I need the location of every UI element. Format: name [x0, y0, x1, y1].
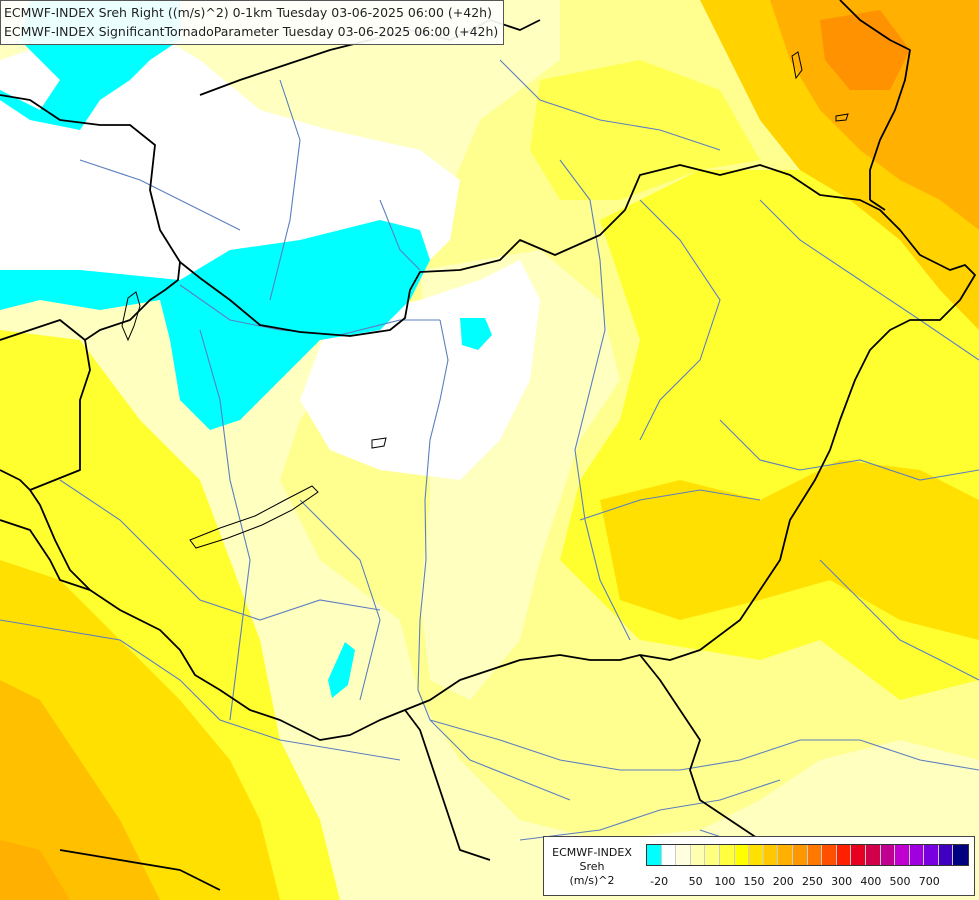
header-line-stp: ECMWF-INDEX SignificantTornadoParameter … [4, 24, 499, 39]
header-line-sreh: ECMWF-INDEX Sreh Right ((m/s)^2) 0-1km T… [4, 5, 492, 20]
border-east-right [869, 199, 886, 211]
legend-title: ECMWF-INDEX [552, 846, 632, 859]
legend-color-bar [646, 844, 970, 866]
legend-swatch [924, 845, 939, 865]
legend-swatch [895, 845, 910, 865]
legend-tick-label: 700 [918, 875, 940, 888]
legend-swatch [647, 845, 662, 865]
field-orange-southwest-2 [0, 840, 70, 900]
lake-balaton [189, 485, 319, 549]
lake-small-2 [835, 113, 849, 122]
field-yellow-north [530, 60, 760, 200]
legend-swatch [836, 845, 852, 865]
legend-swatch [705, 845, 720, 865]
border-bosnia [59, 849, 221, 891]
field-amber-east [600, 460, 979, 640]
field-cyan-small-1 [460, 318, 492, 350]
legend-tick-label: 250 [801, 875, 823, 888]
map-header: ECMWF-INDEX Sreh Right ((m/s)^2) 0-1km T… [0, 0, 505, 45]
border-north [0, 94, 181, 263]
legend-tick-label: 300 [831, 875, 853, 888]
border-ukraine-north [839, 0, 911, 200]
legend-ticks: -20 50 100 150 200 250 300 400 500 700 [646, 875, 966, 889]
legend-swatch [953, 845, 969, 865]
legend-tick-label: 100 [714, 875, 736, 888]
border-hungary [29, 164, 976, 741]
border-west-austria [0, 319, 86, 341]
legend-swatch [690, 845, 706, 865]
legend-swatch [909, 845, 925, 865]
color-legend: ECMWF-INDEX Sreh (m/s)^2 -20 50 100 150 200 2… [543, 836, 975, 896]
legend-tick-label: 400 [860, 875, 882, 888]
legend-swatch [807, 845, 823, 865]
legend-swatch [792, 845, 808, 865]
field-orange-southwest [0, 680, 160, 900]
legend-label: ECMWF-INDEX Sreh (m/s)^2 [548, 846, 636, 888]
lakes [121, 51, 849, 549]
field-cyan-small-2 [328, 642, 355, 698]
lake-small-1 [371, 437, 387, 449]
border-croatia-serbia [404, 709, 491, 861]
border-southwest [0, 469, 31, 491]
field-dark-orange-northeast [820, 10, 910, 90]
legend-swatch [763, 845, 779, 865]
lake-neusiedl [121, 291, 141, 342]
legend-variable: Sreh [579, 860, 605, 873]
legend-swatch [851, 845, 866, 865]
field-orange-northeast [770, 0, 979, 230]
legend-swatch [676, 845, 691, 865]
legend-swatch [938, 845, 954, 865]
legend-swatch [734, 845, 750, 865]
legend-tick-label: 200 [772, 875, 794, 888]
legend-swatch [822, 845, 837, 865]
legend-swatch [719, 845, 735, 865]
legend-swatch [661, 845, 677, 865]
legend-swatch [865, 845, 881, 865]
legend-swatch [880, 845, 896, 865]
lake-small-3 [791, 51, 803, 80]
legend-unit: (m/s)^2 [569, 874, 615, 887]
border-serbia-romania [639, 654, 761, 841]
legend-swatch [749, 845, 764, 865]
legend-tick-label: 150 [743, 875, 765, 888]
border-croatia [0, 519, 91, 591]
field-cyan-west-band [0, 220, 430, 430]
legend-tick-label: 50 [688, 875, 703, 888]
legend-tick-label: -20 [650, 875, 669, 888]
legend-tick-label: 500 [889, 875, 911, 888]
legend-swatch [778, 845, 793, 865]
